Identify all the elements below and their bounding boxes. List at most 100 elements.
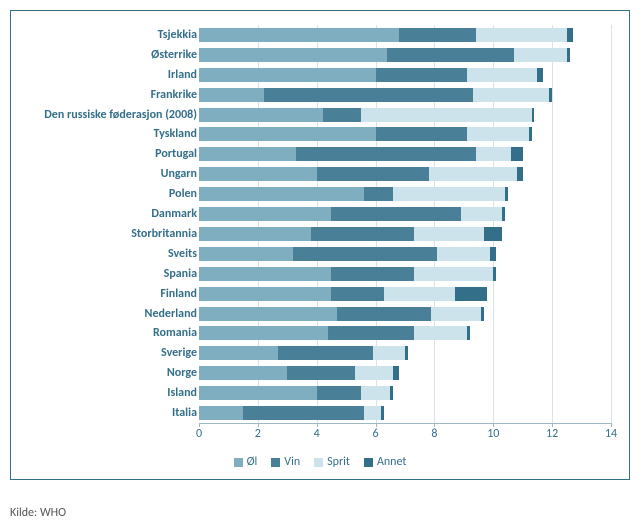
bar-segment-sprit [514,48,567,62]
bar [199,127,532,141]
y-label: Spania [164,267,197,281]
bar-segment-ol [199,326,328,340]
bar-segment-ol [199,127,376,141]
bar-segment-annet [502,207,505,221]
bar-segment-sprit [473,88,550,102]
x-tick-label: 4 [314,427,320,441]
legend-label: Sprit [327,455,350,469]
y-label: Norge [167,366,197,380]
legend-item-annet: Annet [364,455,406,469]
bar-segment-sprit [384,287,455,301]
bar-segment-annet [517,167,523,181]
bar-row [199,346,611,360]
bar-row [199,187,611,201]
bar-segment-ol [199,167,317,181]
gridline [376,25,377,423]
bar-segment-vin [278,346,372,360]
bar-row [199,366,611,380]
gridline [493,25,494,423]
bar-segment-ol [199,187,364,201]
bar-segment-ol [199,346,278,360]
bar [199,247,496,261]
bar-segment-vin [243,406,364,420]
bar-segment-annet [490,247,496,261]
bar [199,366,399,380]
y-label: Island [167,386,197,400]
bar-segment-vin [337,307,431,321]
y-label: Sveits [168,247,197,261]
bar [199,227,502,241]
bar-segment-annet [481,307,484,321]
y-label: Ungarn [161,167,197,181]
x-tick-label: 10 [487,427,499,441]
bar-segment-vin [317,386,361,400]
legend-item-sprit: Sprit [314,455,350,469]
y-label: Tyskland [154,127,197,141]
y-label: Nederland [145,307,197,321]
bar-segment-ol [199,406,243,420]
bar-segment-sprit [414,267,493,281]
bar-row [199,147,611,161]
bar-segment-annet [455,287,487,301]
bar-segment-ol [199,28,399,42]
bar-segment-ol [199,247,293,261]
bar [199,147,523,161]
bar-segment-annet [567,48,570,62]
x-tick-label: 12 [546,427,558,441]
bar-segment-annet [381,406,384,420]
bar-segment-sprit [429,167,517,181]
bar-row [199,247,611,261]
bar-segment-sprit [461,207,502,221]
bar-segment-annet [467,326,470,340]
bar [199,326,470,340]
bar-segment-vin [331,267,413,281]
y-label: Storbritannia [131,227,197,241]
y-label: Frankrike [151,88,197,102]
bar-segment-annet [567,28,573,42]
bar-segment-vin [364,187,393,201]
x-tick-label: 2 [255,427,261,441]
bar-segment-annet [529,127,532,141]
bar-segment-annet [390,386,393,400]
bar-segment-annet [484,227,502,241]
bar-segment-ol [199,267,331,281]
x-tick-label: 14 [605,427,617,441]
bar-row [199,307,611,321]
gridline [434,25,435,423]
bar-row [199,207,611,221]
bar-segment-sprit [437,247,490,261]
bar-segment-ol [199,287,331,301]
bar-segment-vin [293,247,437,261]
x-tick-label: 8 [431,427,437,441]
legend-item-vin: Vin [271,455,300,469]
bar-row [199,167,611,181]
chart-panel: ØlVinSpritAnnet 02468101214TsjekkiaØster… [10,10,630,480]
bar-segment-ol [199,68,376,82]
bar-segment-sprit [476,28,567,42]
legend-label: Øl [247,455,258,469]
bar-segment-sprit [361,386,390,400]
bar-row [199,28,611,42]
bar-segment-vin [323,108,361,122]
source-label: Kilde: WHO [10,506,66,520]
bar-segment-vin [328,326,413,340]
bar-segment-annet [537,68,543,82]
bar-segment-ol [199,108,323,122]
bar [199,167,523,181]
bar-row [199,406,611,420]
bar-segment-sprit [393,187,505,201]
gridline [611,25,612,423]
legend-swatch [314,458,323,467]
gridline [258,25,259,423]
bar-segment-vin [331,287,384,301]
y-label: Danmark [151,207,197,221]
bar-segment-annet [493,267,496,281]
bar-row [199,326,611,340]
bar-segment-sprit [361,108,532,122]
bar [199,68,543,82]
bar-segment-ol [199,48,387,62]
bar-segment-ol [199,88,264,102]
x-axis-line [199,423,611,424]
legend: Øl Vin Sprit Annet [11,455,629,469]
bar-segment-vin [317,167,429,181]
